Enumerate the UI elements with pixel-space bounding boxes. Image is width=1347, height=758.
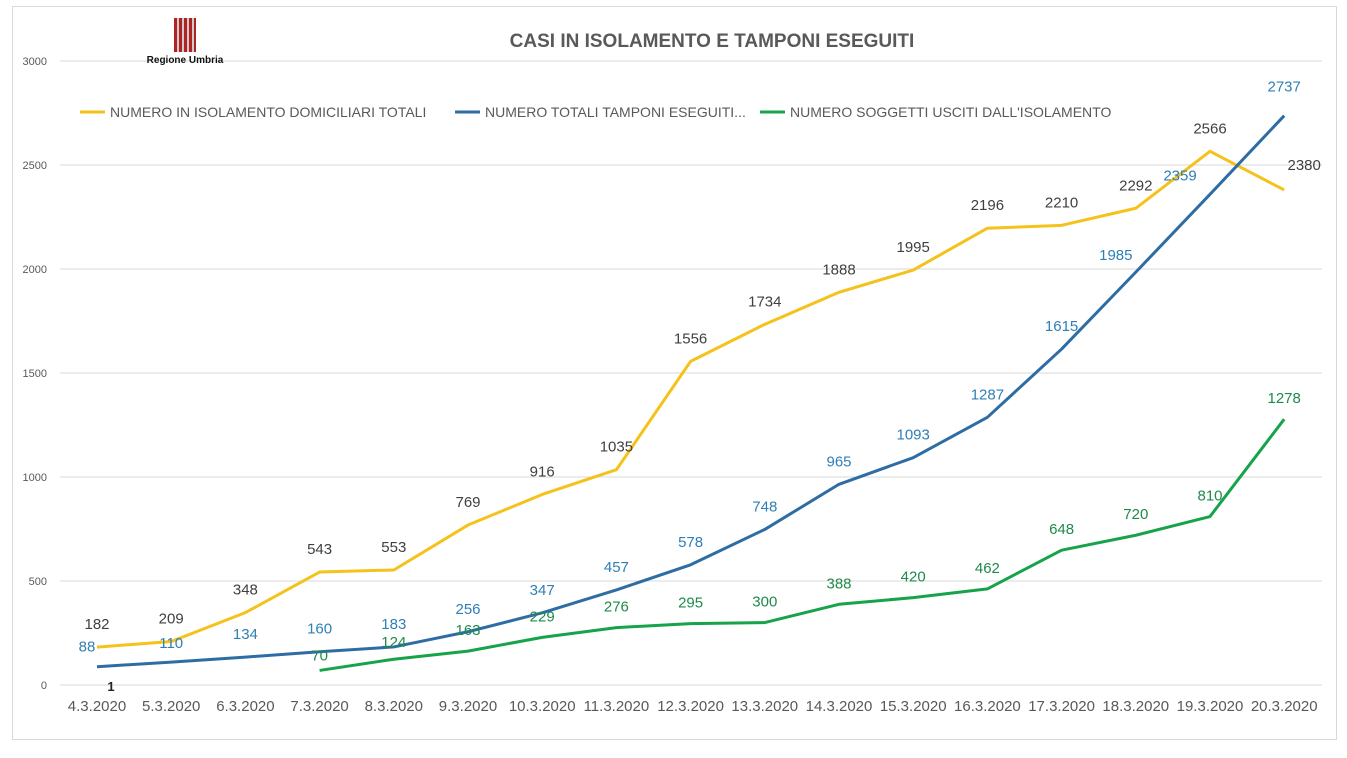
data-label: 348 [233, 582, 258, 599]
y-tick-label: 0 [41, 680, 47, 692]
chart-frame [12, 6, 1337, 740]
data-label: 347 [530, 582, 555, 599]
data-label: 748 [752, 498, 777, 515]
data-label: 2566 [1193, 120, 1226, 137]
data-label: 810 [1197, 488, 1222, 505]
data-label: 110 [159, 635, 183, 652]
series-line [96, 114, 1286, 669]
data-label: 209 [159, 611, 184, 628]
data-label: 300 [752, 594, 777, 611]
data-label: 965 [826, 453, 851, 470]
data-label: 295 [678, 595, 703, 612]
data-label: 916 [530, 463, 555, 480]
x-tick-label: 14.3.2020 [806, 698, 873, 715]
chart-title: CASI IN ISOLAMENTO E TAMPONI ESEGUITI [510, 31, 915, 52]
data-label: 420 [901, 569, 926, 586]
data-label: 1888 [822, 261, 855, 278]
data-label: 1278 [1268, 390, 1301, 407]
y-tick-label: 500 [29, 576, 47, 588]
x-tick-label: 4.3.2020 [68, 698, 126, 715]
x-tick-label: 18.3.2020 [1102, 698, 1169, 715]
data-label: 276 [604, 599, 629, 616]
data-label: 648 [1049, 521, 1074, 538]
y-tick-label: 2500 [23, 160, 47, 172]
x-tick-label: 8.3.2020 [365, 698, 423, 715]
y-tick-label: 2000 [23, 264, 47, 276]
data-label: 2210 [1045, 194, 1078, 211]
legend-label: NUMERO TOTALI TAMPONI ESEGUITI... [485, 104, 746, 120]
data-label: 1985 [1099, 247, 1132, 264]
x-tick-label: 6.3.2020 [216, 698, 274, 715]
data-label: 553 [381, 539, 406, 556]
data-label: 1556 [674, 330, 707, 347]
data-label: 1734 [748, 293, 781, 310]
data-label: 88 [79, 639, 96, 656]
x-tick-label: 9.3.2020 [439, 698, 497, 715]
data-label: 70 [311, 647, 328, 664]
data-label: 1093 [897, 427, 930, 444]
x-tick-label: 12.3.2020 [657, 698, 724, 715]
data-label: 2737 [1268, 79, 1301, 96]
legend-item: NUMERO SOGGETTI USCITI DALL'ISOLAMENTO [760, 104, 1111, 120]
data-label: 462 [975, 560, 1000, 577]
data-label: 182 [84, 616, 109, 633]
y-tick-label: 3000 [23, 56, 47, 68]
data-label: 229 [530, 608, 555, 625]
data-label: 163 [455, 622, 480, 639]
data-label: 1287 [971, 386, 1004, 403]
x-tick-label: 7.3.2020 [290, 698, 348, 715]
x-tick-label: 16.3.2020 [954, 698, 1021, 715]
x-tick-label: 20.3.2020 [1251, 698, 1318, 715]
data-label: 543 [307, 541, 332, 558]
data-label: 256 [455, 601, 480, 618]
data-label: 183 [381, 616, 406, 633]
x-tick-label: 15.3.2020 [880, 698, 947, 715]
data-label: 2380 [1288, 157, 1321, 174]
data-label: 457 [604, 559, 629, 576]
series-line [96, 149, 1285, 649]
data-label: 160 [307, 621, 332, 638]
y-tick-label: 1500 [23, 368, 47, 380]
series-line [319, 418, 1286, 672]
legend-item: NUMERO TOTALI TAMPONI ESEGUITI... [455, 104, 746, 120]
data-label: 134 [233, 626, 258, 643]
data-label: 769 [455, 494, 480, 511]
x-tick-label: 11.3.2020 [584, 698, 650, 715]
x-tick-label: 5.3.2020 [142, 698, 200, 715]
legend-label: NUMERO IN ISOLAMENTO DOMICILIARI TOTALI [110, 104, 426, 120]
legend-label: NUMERO SOGGETTI USCITI DALL'ISOLAMENTO [790, 104, 1111, 120]
x-tick-label: 17.3.2020 [1028, 698, 1095, 715]
data-label: 124 [381, 634, 406, 651]
annotation-label: 1 [107, 679, 114, 694]
logo-emblem-icon [174, 18, 196, 52]
data-label: 720 [1123, 506, 1148, 523]
regione-umbria-logo: Regione Umbria [140, 18, 230, 66]
x-tick-label: 13.3.2020 [731, 698, 798, 715]
data-label: 2359 [1163, 167, 1196, 184]
data-label: 2292 [1119, 177, 1152, 194]
data-label: 388 [826, 575, 851, 592]
x-tick-label: 10.3.2020 [509, 698, 576, 715]
x-tick-label: 19.3.2020 [1177, 698, 1244, 715]
logo-text: Regione Umbria [146, 55, 224, 66]
y-tick-label: 1000 [23, 472, 47, 484]
data-label: 578 [678, 534, 703, 551]
data-label: 1995 [897, 239, 930, 256]
data-label: 2196 [971, 197, 1004, 214]
legend-item: NUMERO IN ISOLAMENTO DOMICILIARI TOTALI [80, 104, 426, 120]
data-label: 1615 [1045, 318, 1078, 335]
data-label: 1035 [600, 439, 633, 456]
